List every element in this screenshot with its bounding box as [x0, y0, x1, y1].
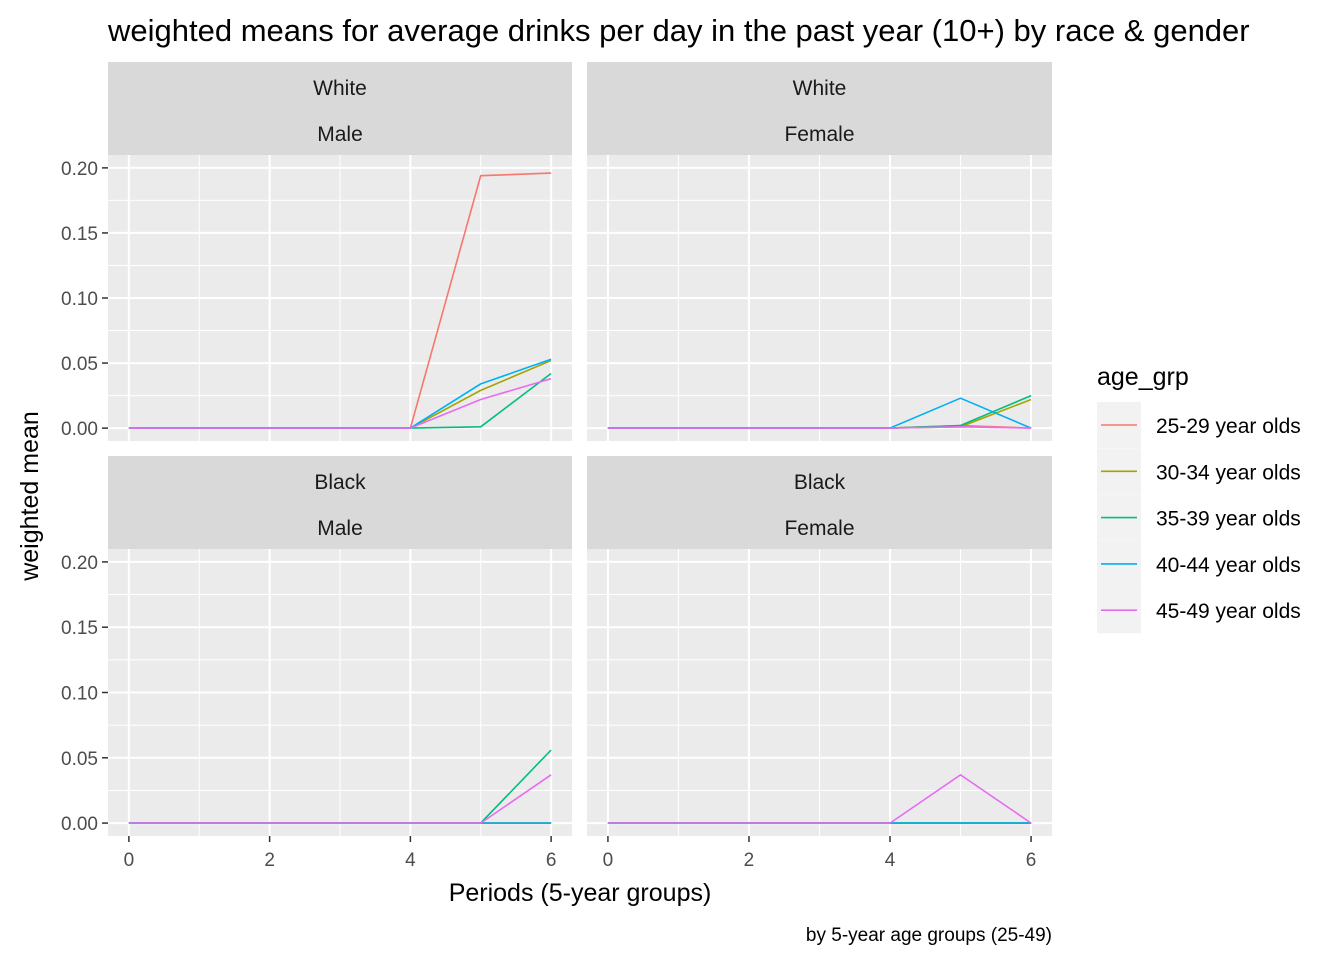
legend-item: 25-29 year olds	[1097, 402, 1301, 448]
facet-black-male: Black Male 0.00 0.05 0.10 0.15 0.20 0 2 4 6	[61, 456, 572, 871]
y-tick-label: 0.00	[61, 814, 98, 835]
legend: age_grp 25-29 year olds 30-34 year olds 35…	[1097, 363, 1301, 634]
facet-strip-race: White	[793, 77, 847, 100]
x-tick-label: 2	[264, 850, 275, 871]
x-axis-title: Periods (5-year groups)	[449, 879, 712, 907]
legend-item: 30-34 year olds	[1097, 448, 1301, 495]
y-tick-label: 0.15	[61, 618, 98, 639]
facet-strip-gender: Male	[317, 517, 363, 540]
y-tick-label: 0.15	[61, 224, 98, 245]
facet-strip-race: Black	[314, 471, 366, 494]
x-tick-label: 6	[1026, 850, 1037, 871]
facet-panels: White Male 0.00 0.05 0.10 0.15 0.20 White Female…	[61, 62, 1052, 871]
series-line-45-49	[128, 774, 552, 824]
legend-label: 25-29 year olds	[1156, 415, 1301, 438]
facet-strip	[587, 62, 1052, 155]
x-tick-label: 4	[885, 850, 896, 871]
series-line-45-49	[607, 773, 1032, 824]
facet-strip	[587, 456, 1052, 549]
facet-strip-race: Black	[794, 471, 846, 494]
chart-title: weighted means for average drinks per da…	[107, 13, 1250, 48]
y-tick-label: 0.05	[61, 749, 98, 770]
legend-label: 30-34 year olds	[1156, 461, 1301, 484]
x-tick-label: 6	[546, 850, 557, 871]
facet-strip-gender: Male	[317, 123, 363, 146]
series-line-45-49	[128, 377, 552, 429]
facet-black-female: Black Female 0 2 4 6	[587, 456, 1052, 871]
facet-strip-race: White	[313, 77, 367, 100]
legend-title: age_grp	[1097, 363, 1189, 391]
y-tick-label: 0.00	[61, 419, 98, 440]
legend-item: 40-44 year olds	[1097, 540, 1301, 587]
legend-item: 45-49 year olds	[1097, 587, 1301, 634]
y-tick-label: 0.05	[61, 354, 98, 375]
facet-strip-gender: Female	[784, 123, 854, 146]
legend-label: 45-49 year olds	[1156, 600, 1301, 623]
chart-caption: by 5-year age groups (25-49)	[806, 925, 1052, 946]
y-tick-label: 0.10	[61, 684, 98, 705]
x-tick-label: 0	[603, 850, 614, 871]
y-tick-label: 0.20	[61, 159, 98, 180]
x-tick-label: 2	[744, 850, 755, 871]
x-tick-label: 4	[405, 850, 416, 871]
series-line-45-49	[607, 425, 1032, 429]
facet-white-male: White Male 0.00 0.05 0.10 0.15 0.20	[61, 62, 572, 441]
legend-label: 35-39 year olds	[1156, 508, 1301, 531]
facet-strip	[108, 456, 572, 549]
y-tick-label: 0.10	[61, 289, 98, 310]
x-tick-label: 0	[124, 850, 135, 871]
facet-white-female: White Female	[587, 62, 1052, 441]
legend-label: 40-44 year olds	[1156, 554, 1301, 577]
facet-strip	[108, 62, 572, 155]
y-tick-label: 0.20	[61, 553, 98, 574]
y-axis-title: weighted mean	[16, 411, 44, 582]
legend-item: 35-39 year olds	[1097, 494, 1301, 541]
facet-strip-gender: Female	[784, 517, 854, 540]
